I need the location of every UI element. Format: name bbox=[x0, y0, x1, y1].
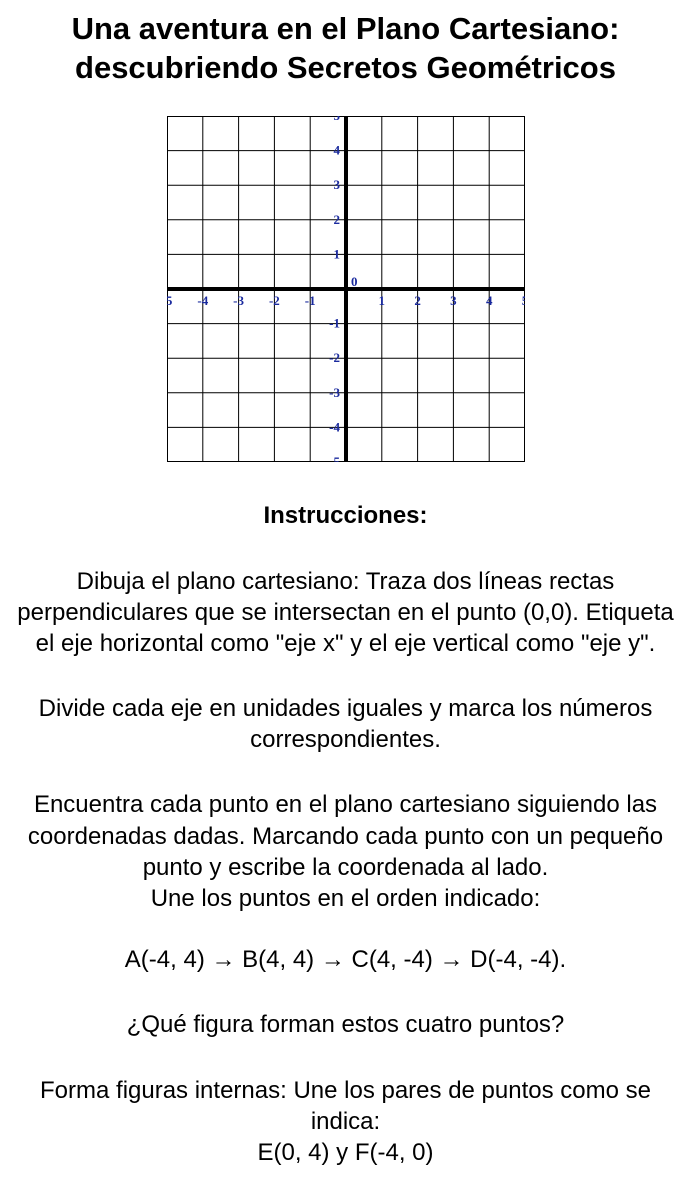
x-tick-label: 5 bbox=[521, 293, 524, 308]
y-tick-label: 5 bbox=[333, 116, 340, 123]
instruction-p6: Forma figuras internas: Une los pares de… bbox=[8, 1075, 683, 1169]
y-tick-label: -4 bbox=[329, 419, 340, 434]
y-tick-label: -5 bbox=[329, 454, 340, 462]
x-tick-label: -5 bbox=[167, 293, 173, 308]
y-tick-label: 4 bbox=[333, 142, 340, 157]
x-tick-label: 1 bbox=[378, 293, 385, 308]
y-tick-label: 2 bbox=[333, 211, 340, 226]
x-tick-label: 4 bbox=[485, 293, 492, 308]
instructions-heading: Instrucciones: bbox=[8, 502, 683, 530]
y-tick-label: -3 bbox=[329, 384, 340, 399]
y-tick-label: -1 bbox=[329, 315, 340, 330]
origin-label: 0 bbox=[351, 274, 358, 289]
instruction-p2: Divide cada eje en unidades iguales y ma… bbox=[8, 693, 683, 755]
cartesian-figure: -5 -4 -3 -2 -1 1 2 3 4 5 -5 -4 -3 -2 -1 1 2 3 4 5 0 bbox=[8, 116, 683, 462]
x-tick-label: 3 bbox=[450, 293, 457, 308]
instruction-p3: Encuentra cada punto en el plano cartesi… bbox=[8, 789, 683, 914]
instruction-p1: Dibuja el plano cartesiano: Traza dos lí… bbox=[8, 566, 683, 660]
x-tick-label: -1 bbox=[304, 293, 315, 308]
y-tick-label: -2 bbox=[329, 350, 340, 365]
cartesian-grid: -5 -4 -3 -2 -1 1 2 3 4 5 -5 -4 -3 -2 -1 1 2 3 4 5 0 bbox=[167, 116, 525, 462]
x-tick-label: -4 bbox=[197, 293, 208, 308]
x-tick-label: -3 bbox=[233, 293, 244, 308]
instruction-p5: ¿Qué figura forman estos cuatro puntos? bbox=[8, 1009, 683, 1040]
x-tick-label: -2 bbox=[268, 293, 279, 308]
x-tick-label: 2 bbox=[414, 293, 421, 308]
y-tick-label: 3 bbox=[333, 177, 340, 192]
y-tick-label: 1 bbox=[333, 246, 340, 261]
page-title: Una aventura en el Plano Cartesiano: des… bbox=[8, 10, 683, 88]
instruction-p4: A(-4, 4) → B(4, 4) → C(4, -4) → D(-4, -4… bbox=[8, 944, 683, 975]
